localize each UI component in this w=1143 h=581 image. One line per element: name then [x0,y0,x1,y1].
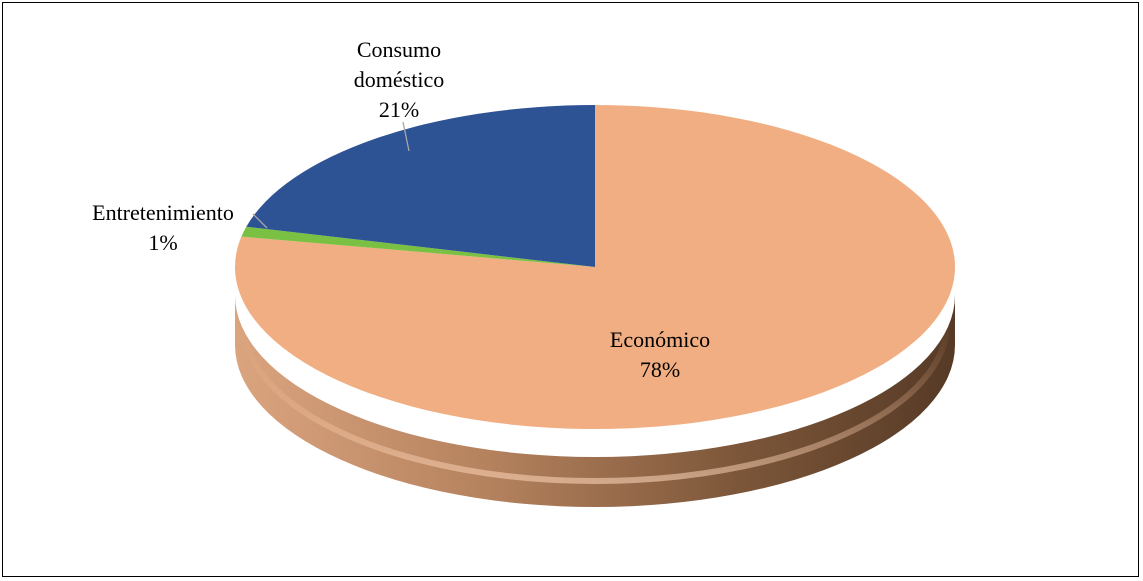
label-consumo-line2: doméstico [354,67,444,92]
label-entretenimiento-percent: 1% [148,230,177,255]
pie-slice-económico [235,105,956,429]
label-consumo-percent: 21% [379,97,419,122]
label-economico-name: Económico [610,327,710,352]
pie-slices [235,105,956,429]
label-economico-percent: 78% [640,357,680,382]
label-consumo-line1: Consumo [357,37,441,62]
leader-line-entretenimiento [252,213,268,229]
label-entretenimiento-name: Entretenimiento [92,200,234,225]
pie-rim-highlight [240,322,950,484]
pie-chart: Consumo doméstico 21% Entretenimiento 1%… [92,37,956,507]
pie-side-wall [235,295,955,507]
pie-slice-consumo-doméstico [246,105,595,267]
pie-slice-entretenimiento [241,226,595,267]
leader-line-consumo [402,121,410,152]
